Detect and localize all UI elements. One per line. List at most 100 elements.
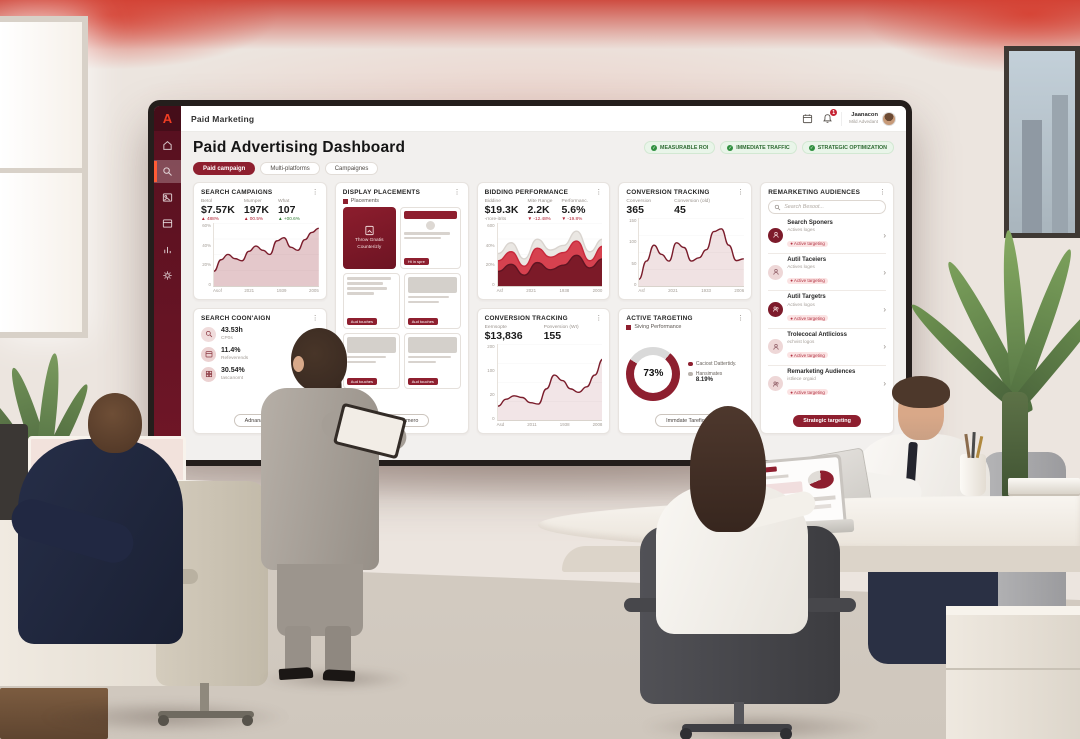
check-icon: ✓ <box>651 144 658 151</box>
donut-percent-label: 73% <box>643 368 664 379</box>
dashboard-content: Paid Advertising Dashboard Paid campaign… <box>181 132 906 460</box>
person-icon <box>772 269 779 276</box>
cabinet-right <box>946 606 1080 739</box>
window-right-building <box>1052 95 1068 233</box>
app-title: Paid Marketing <box>191 113 255 124</box>
chevron-right-icon[interactable]: › <box>883 230 886 240</box>
person-trousers <box>277 564 363 636</box>
ad-placement-tile[interactable]: Aud touches <box>342 273 400 329</box>
user-name: Jaanacon <box>851 111 878 118</box>
chair-caster <box>158 715 169 726</box>
targeting-donut-chart: 73% <box>626 346 681 401</box>
kebab-menu-icon[interactable]: ⋮ <box>453 189 461 196</box>
window-left <box>0 16 88 338</box>
chevron-right-icon[interactable]: › <box>883 342 886 352</box>
person-woman-standing <box>255 326 409 682</box>
adobe-logo: A <box>154 106 181 131</box>
card-bidding-performance: BIDDING PERFORMANCE ⋮ Biddine $19.3K -rrore… <box>476 182 611 300</box>
stat-list-item: 11.4% Refeverends <box>201 344 319 364</box>
ad-banner <box>403 211 457 219</box>
person-ear-skin <box>293 356 304 372</box>
kebab-menu-icon[interactable]: ⋮ <box>595 315 603 322</box>
people-icon <box>772 306 779 313</box>
kebab-menu-icon[interactable]: ⋮ <box>311 189 319 196</box>
chair-stem <box>734 702 744 726</box>
check-icon: ✓ <box>808 144 815 151</box>
kebab-menu-icon[interactable]: ⋮ <box>737 189 745 196</box>
audience-avatar <box>768 301 784 317</box>
drawer-unit-wood <box>0 688 108 739</box>
sidebar-item-media[interactable] <box>154 186 181 209</box>
bell-icon <box>823 114 832 123</box>
kebab-menu-icon[interactable]: ⋮ <box>879 189 886 196</box>
person-man-left <box>6 393 288 733</box>
sidebar-item-analytics[interactable] <box>154 238 181 261</box>
check-icon: ✓ <box>727 144 734 151</box>
chevron-right-icon[interactable]: › <box>883 267 886 277</box>
tab-paid-campaign[interactable]: Paid campaign <box>193 162 256 175</box>
placement-preview-tile[interactable]: Ht in spre <box>399 207 461 269</box>
bidding-performance-chart <box>496 223 603 287</box>
sidebar-item-home[interactable] <box>154 134 181 157</box>
audience-search-input[interactable]: Search Besoot... <box>768 200 886 214</box>
people-icon <box>772 381 779 387</box>
chair-caster <box>242 715 253 726</box>
person-woman-seated <box>618 402 884 739</box>
sidebar-item-settings[interactable] <box>154 264 181 287</box>
tab-multi-platforms[interactable]: Multi-platforms <box>260 162 320 175</box>
audience-avatar <box>768 339 784 355</box>
chair-armrest <box>804 598 856 612</box>
ad-placement-tile[interactable]: Aud touches <box>342 333 400 389</box>
plant-palm-right <box>906 222 1080 502</box>
chevron-right-icon[interactable]: › <box>883 379 886 389</box>
ad-cta-button[interactable]: Ht in spre <box>403 258 429 265</box>
kebab-menu-icon[interactable]: ⋮ <box>311 315 319 322</box>
ad-placement-tile[interactable]: Aud touches <box>403 333 461 389</box>
calendar-button[interactable] <box>801 112 814 125</box>
sidebar-item-search[interactable] <box>154 160 181 183</box>
strategic-targeting-button[interactable]: Strategic targeting <box>793 415 861 427</box>
kebab-menu-icon[interactable]: ⋮ <box>595 189 603 196</box>
active-targeting-badge: Active targeting <box>787 315 828 322</box>
search-icon <box>201 326 216 342</box>
settings-icon <box>163 271 172 280</box>
chair-caster <box>680 728 692 739</box>
tab-campaignes[interactable]: Campaignes <box>324 162 379 175</box>
dashboard-sidebar: A <box>154 106 181 460</box>
paper-stack <box>1008 478 1080 494</box>
search-icon <box>775 204 781 210</box>
layout-card-icon <box>162 219 173 228</box>
tab-bar: Paid campaign Multi-platforms Campaignes <box>193 162 405 175</box>
search-placeholder: Search Besoot... <box>784 204 825 210</box>
cabinet-body <box>946 615 1080 739</box>
legend-swatch <box>626 324 632 330</box>
card-conversion-tracking-bottom: CONVERSION TRACKING ⋮ Eernsopte $13,836 Po… <box>476 308 611 434</box>
person-icon <box>772 343 779 350</box>
notifications-button[interactable]: 1 <box>821 109 838 125</box>
legend-swatch <box>342 198 348 204</box>
benefit-badges: ✓ MEASURABLE ROI ✓ IMMEDIATE TRAFFIC ✓ STRA… <box>644 141 894 154</box>
placement-hero-tile[interactable]: Throw Gnatis Counterizly <box>342 207 396 269</box>
kebab-menu-icon[interactable]: ⋮ <box>737 315 745 322</box>
active-targeting-badge: Active targeting <box>787 240 828 247</box>
chair-stem <box>200 683 209 715</box>
dashboard-topbar: Paid Marketing 1 Jaanacon Mild Advedant <box>181 106 906 132</box>
window-right-building <box>1022 120 1042 233</box>
badge-immediate-traffic: ✓ IMMEDIATE TRAFFIC <box>720 141 797 154</box>
chair-base <box>682 724 792 732</box>
cabinet-seam <box>946 668 1080 670</box>
chevron-right-icon[interactable]: › <box>883 304 886 314</box>
sidebar-item-layouts[interactable] <box>154 212 181 235</box>
search-icon <box>163 167 172 176</box>
user-menu[interactable]: Jaanacon Mild Advedant <box>841 111 896 126</box>
card-remarketing-audiences: REMARKETING AUDIENCES ⋮ Search Besoot... … <box>760 182 894 434</box>
ad-placement-tile[interactable]: Aud touches <box>403 273 461 329</box>
bar-chart-icon <box>164 246 171 254</box>
person-hair <box>690 406 766 532</box>
